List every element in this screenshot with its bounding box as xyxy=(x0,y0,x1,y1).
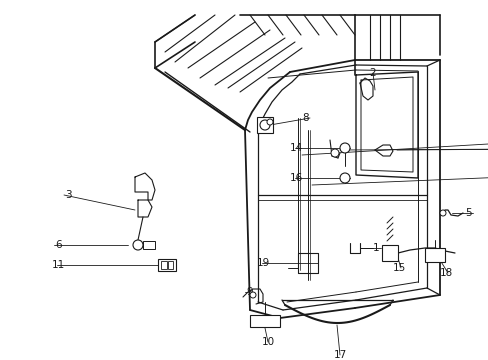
Bar xyxy=(257,117,272,133)
Bar xyxy=(249,315,280,327)
Circle shape xyxy=(339,143,349,153)
Text: 19: 19 xyxy=(256,258,269,268)
Text: 9: 9 xyxy=(246,287,252,297)
Circle shape xyxy=(260,120,269,130)
Text: 2: 2 xyxy=(369,68,376,78)
Text: 5: 5 xyxy=(464,208,470,218)
Text: 16: 16 xyxy=(289,173,303,183)
Circle shape xyxy=(439,210,445,216)
Bar xyxy=(381,245,397,261)
Text: 11: 11 xyxy=(52,260,65,270)
Bar xyxy=(161,261,167,269)
Circle shape xyxy=(249,292,256,298)
Circle shape xyxy=(133,240,142,250)
Text: 8: 8 xyxy=(302,113,308,123)
Text: 14: 14 xyxy=(289,143,303,153)
Text: 10: 10 xyxy=(261,337,274,347)
Circle shape xyxy=(330,149,338,157)
Circle shape xyxy=(266,119,272,125)
Bar xyxy=(424,248,444,262)
Text: 17: 17 xyxy=(333,350,346,360)
Bar xyxy=(142,241,155,249)
Text: 3: 3 xyxy=(65,190,72,200)
Text: 6: 6 xyxy=(55,240,62,250)
Text: 15: 15 xyxy=(392,263,406,273)
Bar xyxy=(168,261,173,269)
Bar xyxy=(158,259,176,271)
Text: 18: 18 xyxy=(439,268,452,278)
Text: 1: 1 xyxy=(372,243,379,253)
Circle shape xyxy=(339,173,349,183)
